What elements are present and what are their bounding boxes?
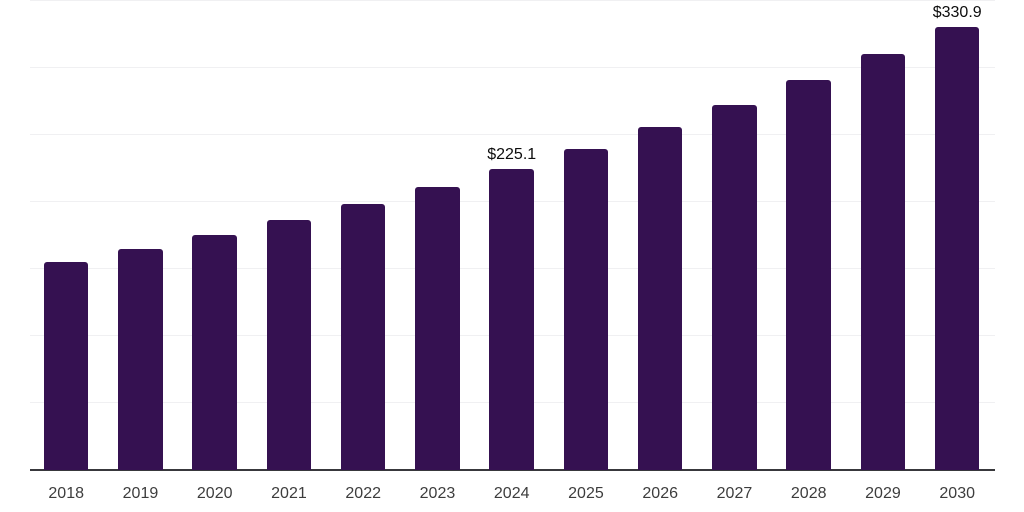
x-tick-label-2026: 2026 (642, 485, 678, 502)
x-tick-label-2030: 2030 (939, 485, 975, 502)
gridline-300 (30, 67, 995, 69)
x-tick-label-2029: 2029 (865, 485, 901, 502)
x-tick-label-2027: 2027 (716, 485, 753, 502)
gridline-350 (30, 0, 995, 2)
bar-2030[interactable] (934, 26, 980, 470)
x-tick-label-2018: 2018 (48, 485, 84, 502)
bar-2022[interactable] (340, 203, 386, 470)
x-axis-line (30, 469, 995, 471)
x-tick-label-2019: 2019 (122, 485, 159, 502)
bar-2027[interactable] (712, 104, 757, 470)
x-tick-label-2024: 2024 (493, 485, 530, 502)
x-tick-label-2028: 2028 (790, 485, 827, 502)
bar-2026[interactable] (637, 127, 683, 470)
bar-2025[interactable] (563, 148, 609, 470)
value-label-2024: $225.1 (487, 145, 537, 163)
bar-2029[interactable] (860, 54, 906, 470)
bar-2021[interactable] (266, 219, 312, 470)
bar-2024[interactable] (489, 168, 534, 470)
bar-2020[interactable] (192, 234, 237, 470)
x-tick-label-2021: 2021 (271, 485, 307, 502)
x-tick-label-2025: 2025 (568, 485, 604, 502)
x-tick-label-2023: 2023 (419, 485, 456, 502)
x-tick-label-2020: 2020 (196, 485, 233, 502)
value-label-2030: $330.9 (932, 3, 982, 21)
bar-2019[interactable] (118, 248, 163, 470)
bar-2018[interactable] (43, 262, 89, 470)
x-tick-label-2022: 2022 (345, 485, 381, 502)
bar-2023[interactable] (415, 186, 460, 470)
bar-2028[interactable] (786, 80, 831, 470)
gridline-250 (30, 134, 995, 136)
